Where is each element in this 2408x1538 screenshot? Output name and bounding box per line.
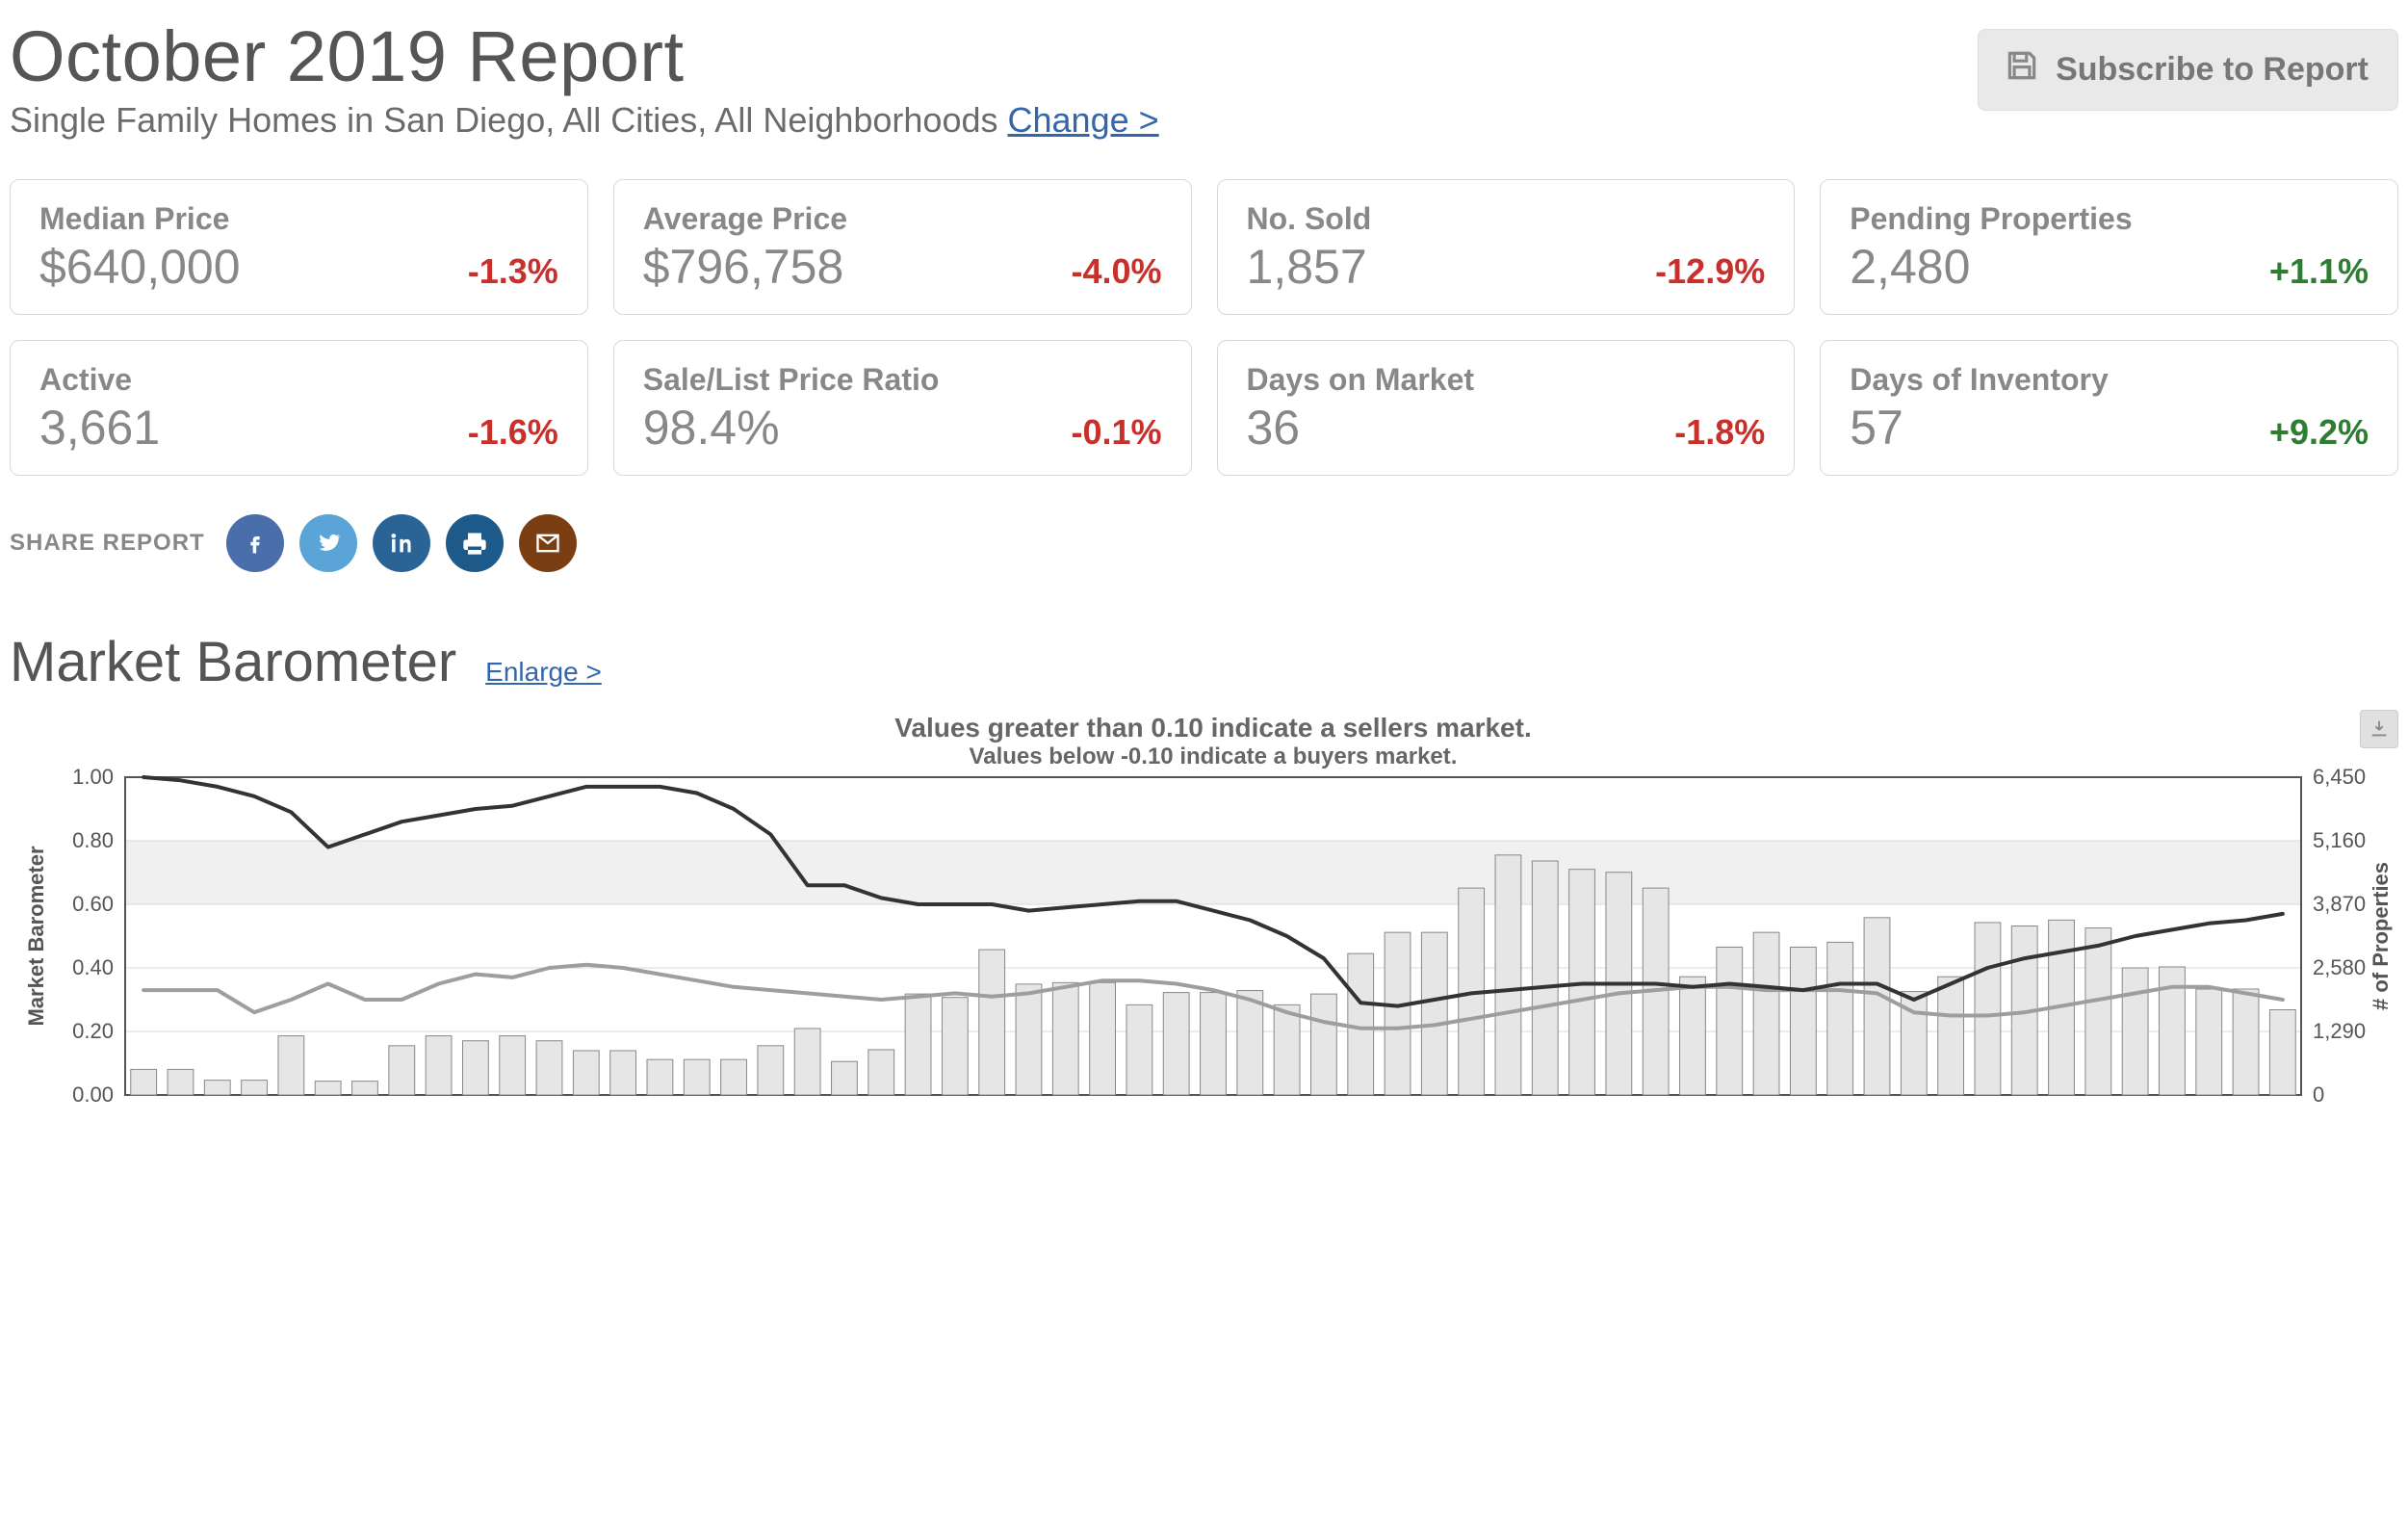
- card-value: 36: [1247, 400, 1301, 456]
- subscribe-label: Subscribe to Report: [2056, 51, 2369, 89]
- card-delta: -12.9%: [1655, 251, 1765, 292]
- card-value: $796,758: [643, 239, 844, 295]
- share-twitter-button[interactable]: [299, 514, 357, 572]
- svg-text:0: 0: [2313, 1082, 2324, 1107]
- card-delta: -1.3%: [468, 251, 558, 292]
- stat-card[interactable]: No. Sold1,857 -12.9%: [1217, 179, 1796, 315]
- svg-text:2,580: 2,580: [2313, 955, 2366, 979]
- share-linkedin-button[interactable]: [373, 514, 430, 572]
- stat-card[interactable]: Active3,661 -1.6%: [10, 340, 588, 476]
- svg-text:Values below -0.10 indicate a: Values below -0.10 indicate a buyers mar…: [970, 743, 1458, 769]
- share-print-button[interactable]: [446, 514, 504, 572]
- stat-card[interactable]: Days of Inventory57 +9.2%: [1820, 340, 2398, 476]
- share-email-button[interactable]: [519, 514, 577, 572]
- svg-text:# of Properties: # of Properties: [2369, 862, 2393, 1010]
- card-delta: +9.2%: [2269, 412, 2369, 453]
- card-label: Average Price: [643, 201, 1162, 237]
- svg-text:0.20: 0.20: [72, 1019, 114, 1043]
- card-label: Days of Inventory: [1850, 362, 2369, 398]
- card-delta: -1.8%: [1674, 412, 1765, 453]
- card-label: Days on Market: [1247, 362, 1766, 398]
- linkedin-icon: [388, 530, 415, 557]
- share-buttons: [226, 514, 577, 572]
- card-value: 1,857: [1247, 239, 1367, 295]
- card-delta: +1.1%: [2269, 251, 2369, 292]
- card-label: Pending Properties: [1850, 201, 2369, 237]
- stat-card[interactable]: Sale/List Price Ratio98.4% -0.1%: [613, 340, 1192, 476]
- share-label: SHARE REPORT: [10, 530, 205, 557]
- card-label: No. Sold: [1247, 201, 1766, 237]
- card-label: Sale/List Price Ratio: [643, 362, 1162, 398]
- share-row: SHARE REPORT: [10, 514, 2398, 572]
- card-value: 2,480: [1850, 239, 1970, 295]
- svg-text:1.00: 1.00: [72, 765, 114, 789]
- save-icon: [2004, 47, 2040, 92]
- facebook-icon: [242, 530, 269, 557]
- change-link[interactable]: Change >: [1008, 100, 1159, 140]
- email-icon: [534, 530, 561, 557]
- svg-text:0.60: 0.60: [72, 892, 114, 916]
- svg-text:5,160: 5,160: [2313, 828, 2366, 852]
- card-label: Median Price: [39, 201, 558, 237]
- stat-card[interactable]: Median Price$640,000 -1.3%: [10, 179, 588, 315]
- card-delta: -1.6%: [468, 412, 558, 453]
- subtitle-text: Single Family Homes in San Diego, All Ci…: [10, 100, 1008, 140]
- barometer-chart: Values greater than 0.10 indicate a sell…: [10, 710, 2398, 1114]
- download-chart-button[interactable]: [2360, 710, 2398, 748]
- share-facebook-button[interactable]: [226, 514, 284, 572]
- page-subtitle: Single Family Homes in San Diego, All Ci…: [10, 100, 1159, 141]
- page-title: October 2019 Report: [10, 19, 1159, 94]
- stat-cards-grid: Median Price$640,000 -1.3% Average Price$7…: [10, 179, 2398, 476]
- card-delta: -0.1%: [1071, 412, 1161, 453]
- svg-text:Market Barometer: Market Barometer: [24, 846, 48, 1027]
- svg-text:6,450: 6,450: [2313, 765, 2366, 789]
- barometer-heading: Market Barometer: [10, 630, 456, 694]
- stat-card[interactable]: Pending Properties2,480 +1.1%: [1820, 179, 2398, 315]
- svg-text:0.80: 0.80: [72, 828, 114, 852]
- card-value: 3,661: [39, 400, 160, 456]
- card-value: $640,000: [39, 239, 241, 295]
- download-icon: [2369, 718, 2390, 740]
- card-label: Active: [39, 362, 558, 398]
- twitter-icon: [315, 530, 342, 557]
- svg-text:0.40: 0.40: [72, 955, 114, 979]
- svg-text:1,290: 1,290: [2313, 1019, 2366, 1043]
- card-value: 98.4%: [643, 400, 780, 456]
- svg-text:Values greater than 0.10 indic: Values greater than 0.10 indicate a sell…: [894, 713, 1531, 743]
- stat-card[interactable]: Average Price$796,758 -4.0%: [613, 179, 1192, 315]
- svg-text:3,870: 3,870: [2313, 892, 2366, 916]
- card-delta: -4.0%: [1071, 251, 1161, 292]
- svg-text:0.00: 0.00: [72, 1082, 114, 1107]
- enlarge-link[interactable]: Enlarge >: [485, 657, 602, 688]
- print-icon: [461, 530, 488, 557]
- subscribe-button[interactable]: Subscribe to Report: [1978, 29, 2398, 111]
- stat-card[interactable]: Days on Market36 -1.8%: [1217, 340, 1796, 476]
- card-value: 57: [1850, 400, 1903, 456]
